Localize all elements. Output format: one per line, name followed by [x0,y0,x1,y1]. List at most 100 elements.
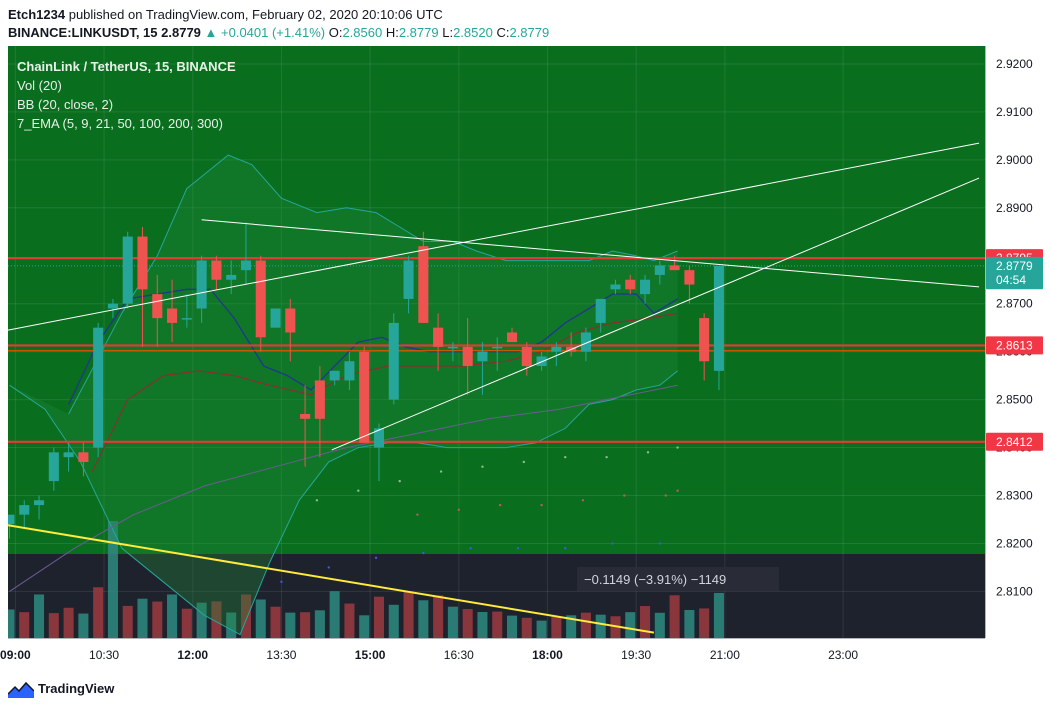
volume-bar [285,612,296,638]
volume-bar [196,602,207,638]
price-change: ▲ +0.0401 (+1.41%) [204,25,326,40]
legend: ChainLink / TetherUS, 15, BINANCE Vol (2… [17,59,236,131]
candle-body [388,322,399,400]
ema-dot [498,503,502,507]
volume-bar [300,612,311,638]
volume-bar [107,520,118,638]
legend-ema[interactable]: 7_EMA (5, 9, 21, 50, 100, 200, 300) [17,116,223,131]
legend-title: ChainLink / TetherUS, 15, BINANCE [17,59,236,74]
ema-dot [327,566,330,569]
volume-bar [536,620,547,638]
candle-body [669,265,680,271]
volume-bar [19,612,30,638]
ema-mid-line [91,312,678,472]
candle-body [167,308,178,323]
candle-body [93,327,104,448]
candle-body [713,265,724,371]
trend-lines[interactable] [8,142,980,634]
volume-bar [521,617,532,638]
volume-bar [63,607,74,638]
candle-body [447,346,458,349]
volume-bar [167,594,178,638]
legend-bb[interactable]: BB (20, close, 2) [17,97,113,112]
volume-bar [34,594,45,638]
ema-dot [646,451,650,454]
close-label: C: [496,25,510,40]
volume-bar [492,611,503,638]
price-tick-label: 2.8300 [996,489,1033,503]
volume-bar [181,608,192,638]
ema-dot [522,460,526,464]
candle-body [418,246,429,323]
ema-dot [623,494,626,497]
publisher-name[interactable]: Etch1234 [8,7,66,22]
candle-body [492,346,503,349]
bollinger-band-fill [9,155,678,635]
ema-dot [422,551,425,555]
tradingview-brand[interactable]: TradingView [38,681,115,696]
ema-dot [481,465,484,468]
volume-bar [654,612,665,638]
candle-body [122,236,133,304]
last-price: 2.8779 [161,25,201,40]
symbol-label: BINANCE:LINKUSDT, 15 [8,25,158,40]
candle-body [211,260,222,280]
ema-dot [564,455,567,459]
price-tick-label: 2.8900 [996,201,1033,215]
ema-dot [416,513,419,516]
volume-bar [329,591,340,638]
price-label-box [986,256,1043,275]
time-tick-label: 13:30 [266,648,296,662]
candle-body [107,303,118,309]
candle-body [285,308,296,333]
ema-dot [516,547,520,550]
volume-bar [506,615,518,638]
candle-body [477,351,488,362]
ema-dot [280,580,283,584]
volume-bar [8,609,15,638]
ema-dot [658,542,662,545]
time-axis-ticks: 09:00 10:30 12:00 13:30 15:00 16:30 18:00 19:30… [0,648,858,662]
candle-body [270,308,281,328]
price-chart[interactable]: ChainLink / TetherUS, 15, BINANCE Vol (2… [0,46,1049,668]
time-axis[interactable] [0,638,1049,668]
price-label-text: 2.8779 [996,259,1033,273]
candle-body [595,298,606,323]
legend-vol[interactable]: Vol (20) [17,78,62,93]
price-label-box [986,432,1043,451]
grid-lines [8,46,985,638]
candle-body [640,279,651,295]
price-label-box [986,336,1043,355]
candle-body [625,279,636,290]
volume-bar [669,595,680,638]
candlesticks [8,222,724,539]
ema-dot [469,547,472,550]
candle-body [8,514,15,525]
time-tick-label: 15:00 [355,648,386,662]
volume-bar [433,595,444,638]
volume-bar [359,615,370,638]
volume-bar [447,606,458,638]
price-tick-label: 2.8700 [996,297,1033,311]
open-value: 2.8560 [342,25,383,40]
ema-dot [676,489,679,492]
candle-body [403,260,414,299]
candle-body [699,318,710,362]
tradingview-logo-icon[interactable] [8,678,34,698]
ema-dot [581,499,585,502]
low-value: 2.8520 [453,25,493,40]
candle-body [300,413,311,419]
volume-bar [270,606,281,638]
candle-body [181,318,192,320]
measure-tooltip: −0.1149 (−3.91%) −1149 [577,567,779,591]
volume-bar [211,601,222,638]
candle-body [314,380,325,419]
volume-bar [122,605,133,638]
volume-bar [462,609,473,638]
candle-body [329,370,340,381]
ema-dot [374,556,378,560]
volume-bar [699,608,710,638]
price-tick-label: 2.9200 [996,57,1033,71]
price-label-text: 2.8412 [996,435,1033,449]
measure-tooltip-box [577,567,779,591]
